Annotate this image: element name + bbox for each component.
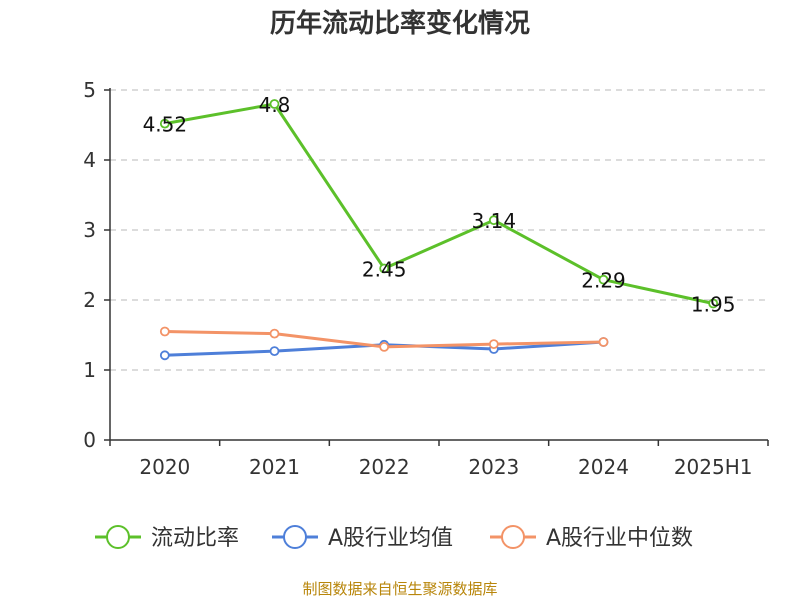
- data-label: 1.95: [691, 293, 736, 317]
- source-note: 制图数据来自恒生聚源数据库: [302, 580, 497, 598]
- legend-label: A股行业中位数: [546, 526, 693, 551]
- legend-label: 流动比率: [151, 526, 239, 551]
- series-lines: [159, 99, 719, 361]
- data-point: [598, 274, 609, 285]
- legend: 流动比率 A股行业均值 A股行业中位数: [95, 525, 693, 551]
- x-tick-label: 2024: [578, 455, 629, 479]
- data-point: [269, 346, 280, 357]
- legend-marker: [501, 525, 525, 549]
- y-tick-label: 0: [83, 428, 96, 452]
- data-point: [708, 298, 719, 309]
- data-point: [159, 350, 170, 361]
- data-point: [159, 118, 170, 129]
- legend-label: A股行业均值: [328, 526, 453, 551]
- x-tick-label: 2020: [139, 455, 190, 479]
- x-tick-label: 2023: [468, 455, 519, 479]
- axes: 0 1 2 3 4 5 2020 2021 2022 2023 2024 2025H1: [83, 78, 769, 479]
- data-point: [269, 99, 280, 109]
- data-point: [598, 337, 609, 347]
- grid-lines: [110, 89, 768, 371]
- x-tick-label: 2025H1: [674, 455, 753, 479]
- series-line: [164, 102, 714, 305]
- data-label: 2.45: [362, 258, 407, 282]
- x-tick-label: 2022: [359, 455, 410, 479]
- data-point: [379, 263, 390, 274]
- data-labels: 4.52 4.8 2.45 3.14 2.29 1.95: [143, 93, 736, 317]
- data-label: 3.14: [472, 209, 517, 233]
- y-tick-label: 1: [83, 358, 96, 382]
- legend-marker: [106, 525, 130, 549]
- y-tick-label: 5: [83, 78, 96, 102]
- x-tick-label: 2021: [249, 455, 300, 479]
- y-tick-label: 2: [83, 288, 96, 312]
- data-point: [488, 339, 499, 350]
- legend-marker: [283, 525, 307, 549]
- data-label: 4.52: [143, 113, 188, 137]
- y-tick-label: 4: [83, 148, 96, 172]
- data-point: [269, 328, 280, 339]
- data-point: [379, 341, 390, 352]
- chart-title: 历年流动比率变化情况: [270, 8, 530, 39]
- data-point: [488, 215, 499, 226]
- data-point: [159, 326, 170, 337]
- data-label: 4.8: [259, 93, 291, 117]
- data-label: 2.29: [581, 269, 626, 293]
- y-tick-label: 3: [83, 218, 96, 242]
